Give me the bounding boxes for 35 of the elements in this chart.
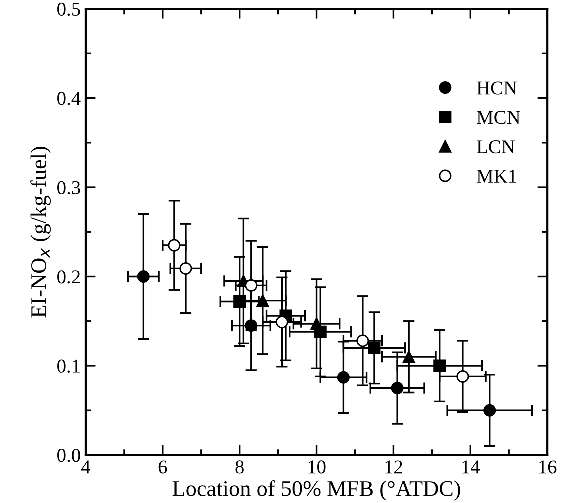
point bbox=[245, 320, 258, 332]
y-tick-label: 0.1 bbox=[58, 360, 80, 374]
point bbox=[180, 262, 192, 275]
point bbox=[368, 342, 381, 354]
point bbox=[234, 295, 246, 308]
point bbox=[245, 279, 258, 292]
y-tick-label: 0.3 bbox=[58, 181, 80, 195]
point bbox=[337, 371, 350, 384]
point bbox=[256, 294, 270, 308]
x-tick-label: 16 bbox=[540, 460, 557, 474]
x-tick-label: 12 bbox=[386, 460, 402, 474]
point bbox=[276, 316, 288, 329]
point bbox=[456, 370, 470, 383]
x-tick-label: 8 bbox=[236, 460, 244, 474]
x-tick-label: 4 bbox=[81, 460, 91, 474]
y-tick-label: 0.4 bbox=[58, 92, 81, 106]
x-tick-label: 10 bbox=[308, 460, 326, 474]
y-tick-label: 0.2 bbox=[58, 270, 80, 284]
point bbox=[434, 360, 446, 372]
point bbox=[356, 334, 370, 348]
point bbox=[391, 382, 404, 395]
point bbox=[402, 350, 416, 364]
x-tick-label: 14 bbox=[462, 460, 480, 474]
point bbox=[137, 270, 150, 283]
legend-label: MK1 bbox=[477, 170, 516, 183]
legend-label: MCN bbox=[477, 111, 520, 124]
x-axis-title: Location of 50% MFB (°ATDC) bbox=[172, 480, 460, 501]
y-tick-label: 0.0 bbox=[58, 449, 80, 462]
point bbox=[168, 239, 181, 252]
legend-label: HCN bbox=[477, 82, 518, 95]
x-tick-label: 6 bbox=[158, 460, 168, 474]
point bbox=[484, 404, 496, 417]
y-tick-label: 0.5 bbox=[58, 2, 80, 16]
legend-label: LCN bbox=[477, 140, 515, 154]
y-axis-title: EI-NO$_{x}$ (g/kg-fuel) bbox=[30, 147, 52, 318]
